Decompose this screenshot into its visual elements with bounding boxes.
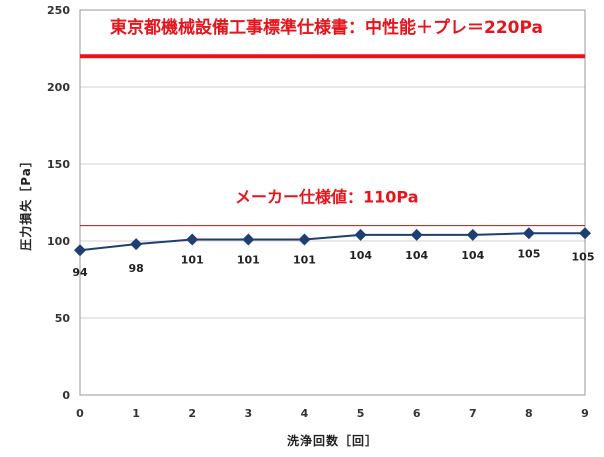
y-tick-label: 150 [47,158,70,171]
data-point [410,228,423,241]
y-tick-label: 250 [47,4,70,17]
reference-lines: 東京都機械設備工事標準仕様書：中性能＋プレ＝220Pa メーカー仕様値：110Pa [80,17,585,227]
data-point [354,228,367,241]
plot-area-frame [79,9,586,396]
data-label: 104 [349,249,372,262]
data-point [186,233,199,246]
x-tick-label: 1 [132,407,140,420]
data-label: 98 [128,262,143,275]
y-axis-label: 圧力損失［Pa］ [18,154,33,251]
data-point [298,233,311,246]
y-tick-label: 100 [47,235,70,248]
data-point [522,227,535,240]
data-point [130,238,143,251]
data-point [74,244,86,257]
data-label: 104 [405,249,428,262]
data-label: 105 [517,247,540,260]
y-axis-ticks: 0 50 100 150 200 250 [47,4,70,402]
series-group [74,227,591,257]
x-tick-label: 3 [245,407,253,420]
x-tick-label: 6 [413,407,421,420]
y-tick-label: 200 [47,81,70,94]
data-label: 101 [181,253,204,266]
x-tick-label: 5 [357,407,365,420]
x-tick-label: 8 [525,407,533,420]
series-line [79,232,585,252]
x-tick-label: 7 [469,407,477,420]
data-label: 105 [572,250,595,263]
y-tick-label: 50 [55,312,71,325]
x-axis-ticks: 0 1 2 3 4 5 6 7 8 9 [76,407,589,420]
x-tick-label: 0 [76,407,84,420]
y-tick-label: 0 [62,389,70,402]
x-tick-label: 9 [581,407,589,420]
data-label: 104 [461,249,484,262]
data-point [242,233,255,246]
x-tick-label: 2 [188,407,196,420]
data-point [579,227,591,240]
data-label: 101 [237,253,260,266]
x-tick-label: 4 [301,407,309,420]
data-label: 94 [72,266,88,279]
data-label: 101 [293,253,316,266]
maker-spec-label: メーカー仕様値：110Pa [235,188,419,207]
spec-limit-label: 東京都機械設備工事標準仕様書：中性能＋プレ＝220Pa [110,17,543,38]
data-point [466,228,479,241]
data-labels: 94 98 101 101 101 104 104 104 105 105 [72,247,594,279]
x-axis-label: 洗浄回数［回］ [287,433,378,448]
